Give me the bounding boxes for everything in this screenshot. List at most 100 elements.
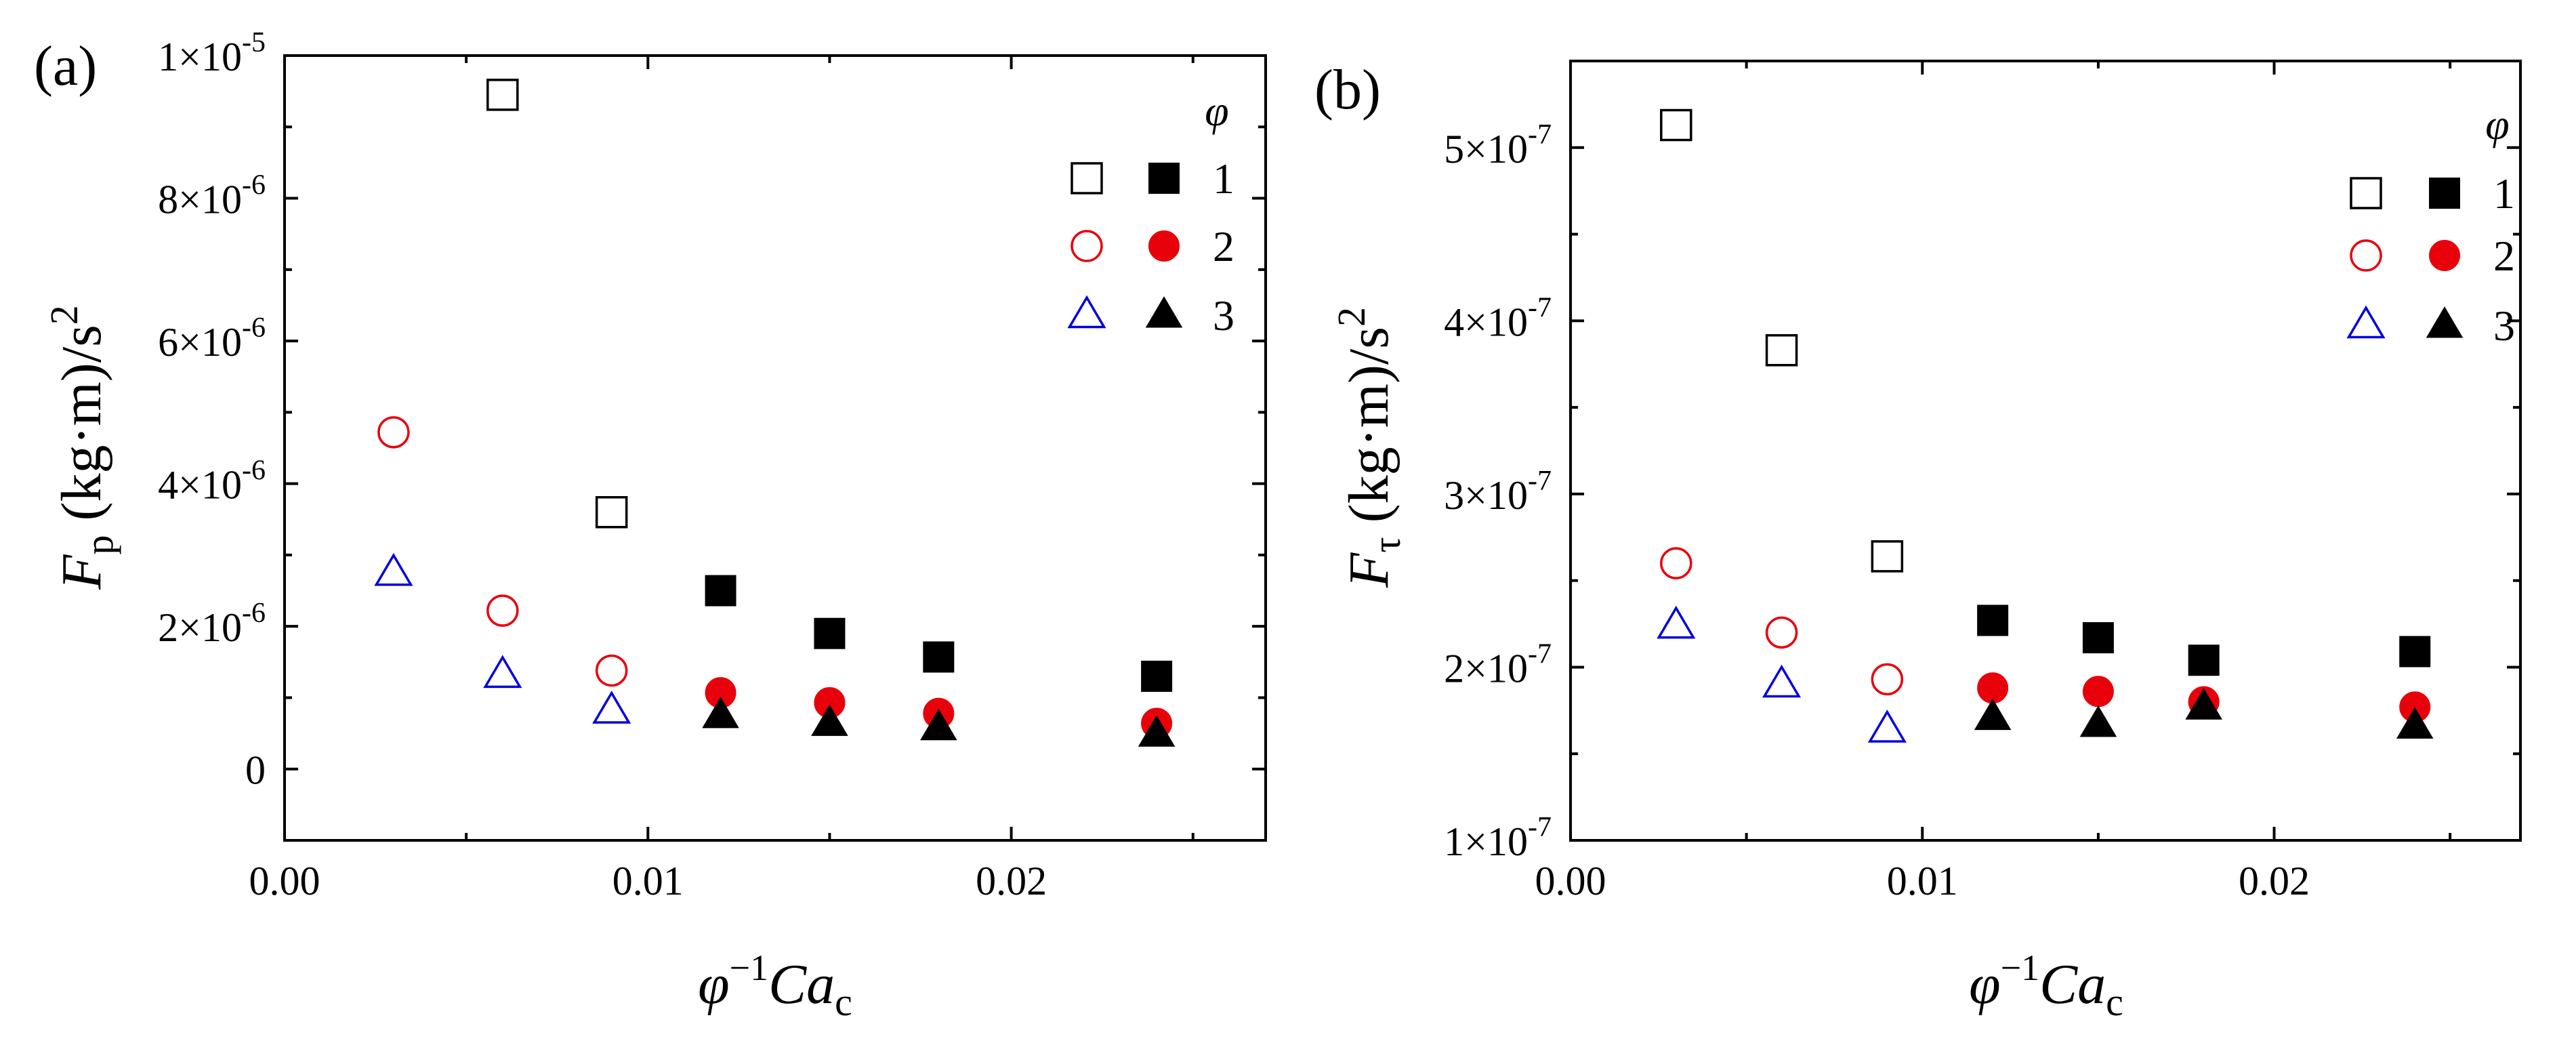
x-axis-title-subscript: c xyxy=(2106,980,2123,1024)
series-1 xyxy=(486,79,628,529)
data-point-circle xyxy=(1660,547,1692,579)
y-axis-title-symbol: F xyxy=(50,554,113,590)
series-1 xyxy=(1660,108,1904,573)
data-point-circle xyxy=(377,416,410,449)
y-axis-title: Fτ (kg·m)/s2 xyxy=(1329,307,1409,588)
data-point-square xyxy=(705,575,736,607)
y-tick-label: 4×10-7 xyxy=(1444,292,1552,344)
legend-marker-open xyxy=(2350,177,2382,209)
series-6 xyxy=(1974,688,2434,739)
y-tick-exponent: -6 xyxy=(242,455,266,487)
y-axis-title-sup: 2 xyxy=(42,305,86,325)
data-point-square xyxy=(1660,108,1692,142)
data-point-triangle xyxy=(1657,605,1696,639)
x-tick-label: 0.00 xyxy=(249,859,320,903)
data-point-triangle xyxy=(483,655,522,689)
y-tick-mantissa: 3×10 xyxy=(1444,473,1528,518)
data-point-triangle xyxy=(1974,698,2012,731)
x-tick-label: 0.01 xyxy=(612,859,684,903)
series-2 xyxy=(705,575,1173,692)
data-point-triangle xyxy=(920,708,957,741)
legend-marker-filled xyxy=(2426,306,2464,338)
data-point-square xyxy=(1141,660,1173,692)
legend: φ 1 2 3 xyxy=(2346,100,2515,350)
legend-marker-open xyxy=(1067,295,1106,329)
y-tick-exponent: -6 xyxy=(242,312,266,344)
y-tick-exponent: -6 xyxy=(242,170,266,201)
y-tick-mantissa: 2×10 xyxy=(1444,646,1528,691)
legend: φ 1 2 3 xyxy=(1067,87,1234,340)
x-axis-title-subscript: c xyxy=(835,980,852,1024)
y-axis-title-units: (kg·m)/s xyxy=(50,325,113,535)
x-axis-title: φ−1Cac xyxy=(1969,947,2123,1024)
legend-marker-open xyxy=(2346,305,2386,339)
y-tick-exponent: -7 xyxy=(1528,638,1552,670)
y-tick-mantissa: 4×10 xyxy=(1444,300,1528,344)
x-tick-label: 0.00 xyxy=(1535,859,1606,903)
panel-label: (b) xyxy=(1314,58,1381,121)
y-tick-mantissa: 6×10 xyxy=(158,320,242,365)
y-axis-title-subscript: τ xyxy=(1365,537,1409,552)
y-tick-label: 6×10-6 xyxy=(158,312,266,365)
data-point-square xyxy=(2399,636,2431,668)
y-tick-exponent: -7 xyxy=(1528,812,1552,843)
data-point-circle xyxy=(1871,663,1904,696)
data-point-square xyxy=(595,495,628,529)
data-point-triangle xyxy=(1762,664,1802,698)
y-tick-label: 3×10-7 xyxy=(1444,466,1552,518)
panel-label: (a) xyxy=(34,35,97,98)
plot-frame xyxy=(1569,60,2522,842)
legend-label: 3 xyxy=(1213,291,1234,340)
data-point-circle xyxy=(595,654,628,687)
x-axis-title-symbol: φ xyxy=(698,953,729,1016)
panel-b: 0.00 0.01 0.021×10-72×10-73×10-74×10-75×10… xyxy=(1314,58,2522,1024)
y-tick-label: 2×10-6 xyxy=(158,598,266,650)
legend-marker-open xyxy=(1071,230,1103,262)
legend-label: 2 xyxy=(1213,222,1234,270)
y-tick-label: 1×10-7 xyxy=(1444,812,1552,864)
data-point-triangle xyxy=(592,691,631,724)
legend-label: 2 xyxy=(2493,232,2515,280)
y-tick-mantissa: 2×10 xyxy=(158,605,242,650)
y-tick-mantissa: 0 xyxy=(245,748,266,793)
x-axis-title-symbol: φ xyxy=(1969,953,2000,1016)
x-axis-title-ca: Ca xyxy=(2039,953,2106,1016)
legend-marker-filled xyxy=(2429,240,2460,271)
y-tick-mantissa: 1×10 xyxy=(1444,819,1528,864)
data-point-square xyxy=(1977,605,2009,636)
data-point-circle xyxy=(1765,616,1798,649)
legend-label: 1 xyxy=(1213,155,1234,203)
series-3 xyxy=(1660,547,1904,696)
data-point-circle xyxy=(486,594,519,627)
y-axis-title-subscript: p xyxy=(77,535,121,554)
series-6 xyxy=(702,696,1176,747)
x-axis-title: φ−1Cac xyxy=(698,947,852,1024)
legend-marker-open xyxy=(1071,162,1103,195)
legend-marker-open xyxy=(2350,239,2382,272)
y-tick-mantissa: 4×10 xyxy=(158,463,242,508)
data-point-triangle xyxy=(2396,707,2434,739)
y-tick-label: 8×10-6 xyxy=(158,170,266,222)
legend-marker-filled xyxy=(1148,230,1180,262)
x-axis-title-exponent: −1 xyxy=(730,947,768,988)
y-tick-label: 2×10-7 xyxy=(1444,638,1552,691)
y-axis-title-sup: 2 xyxy=(1329,307,1373,327)
x-tick-label: 0.01 xyxy=(1887,859,1958,903)
data-point-circle xyxy=(2082,676,2114,708)
data-point-square xyxy=(2188,645,2220,676)
legend-title: φ xyxy=(2485,100,2509,148)
legend-marker-filled xyxy=(1145,296,1183,328)
data-point-circle xyxy=(1977,672,2009,704)
legend-title: φ xyxy=(1205,87,1228,135)
y-tick-exponent: -6 xyxy=(242,598,266,629)
legend-marker-filled xyxy=(2429,178,2460,209)
y-axis-title: Fp (kg·m)/s2 xyxy=(42,305,121,590)
data-point-triangle xyxy=(702,696,739,729)
y-tick-exponent: -5 xyxy=(242,27,266,58)
x-tick-label: 0.02 xyxy=(2239,859,2310,903)
y-tick-exponent: -7 xyxy=(1528,466,1552,497)
y-tick-exponent: -7 xyxy=(1528,119,1552,150)
y-tick-exponent: -7 xyxy=(1528,292,1552,323)
y-axis-title-symbol: F xyxy=(1337,552,1400,588)
